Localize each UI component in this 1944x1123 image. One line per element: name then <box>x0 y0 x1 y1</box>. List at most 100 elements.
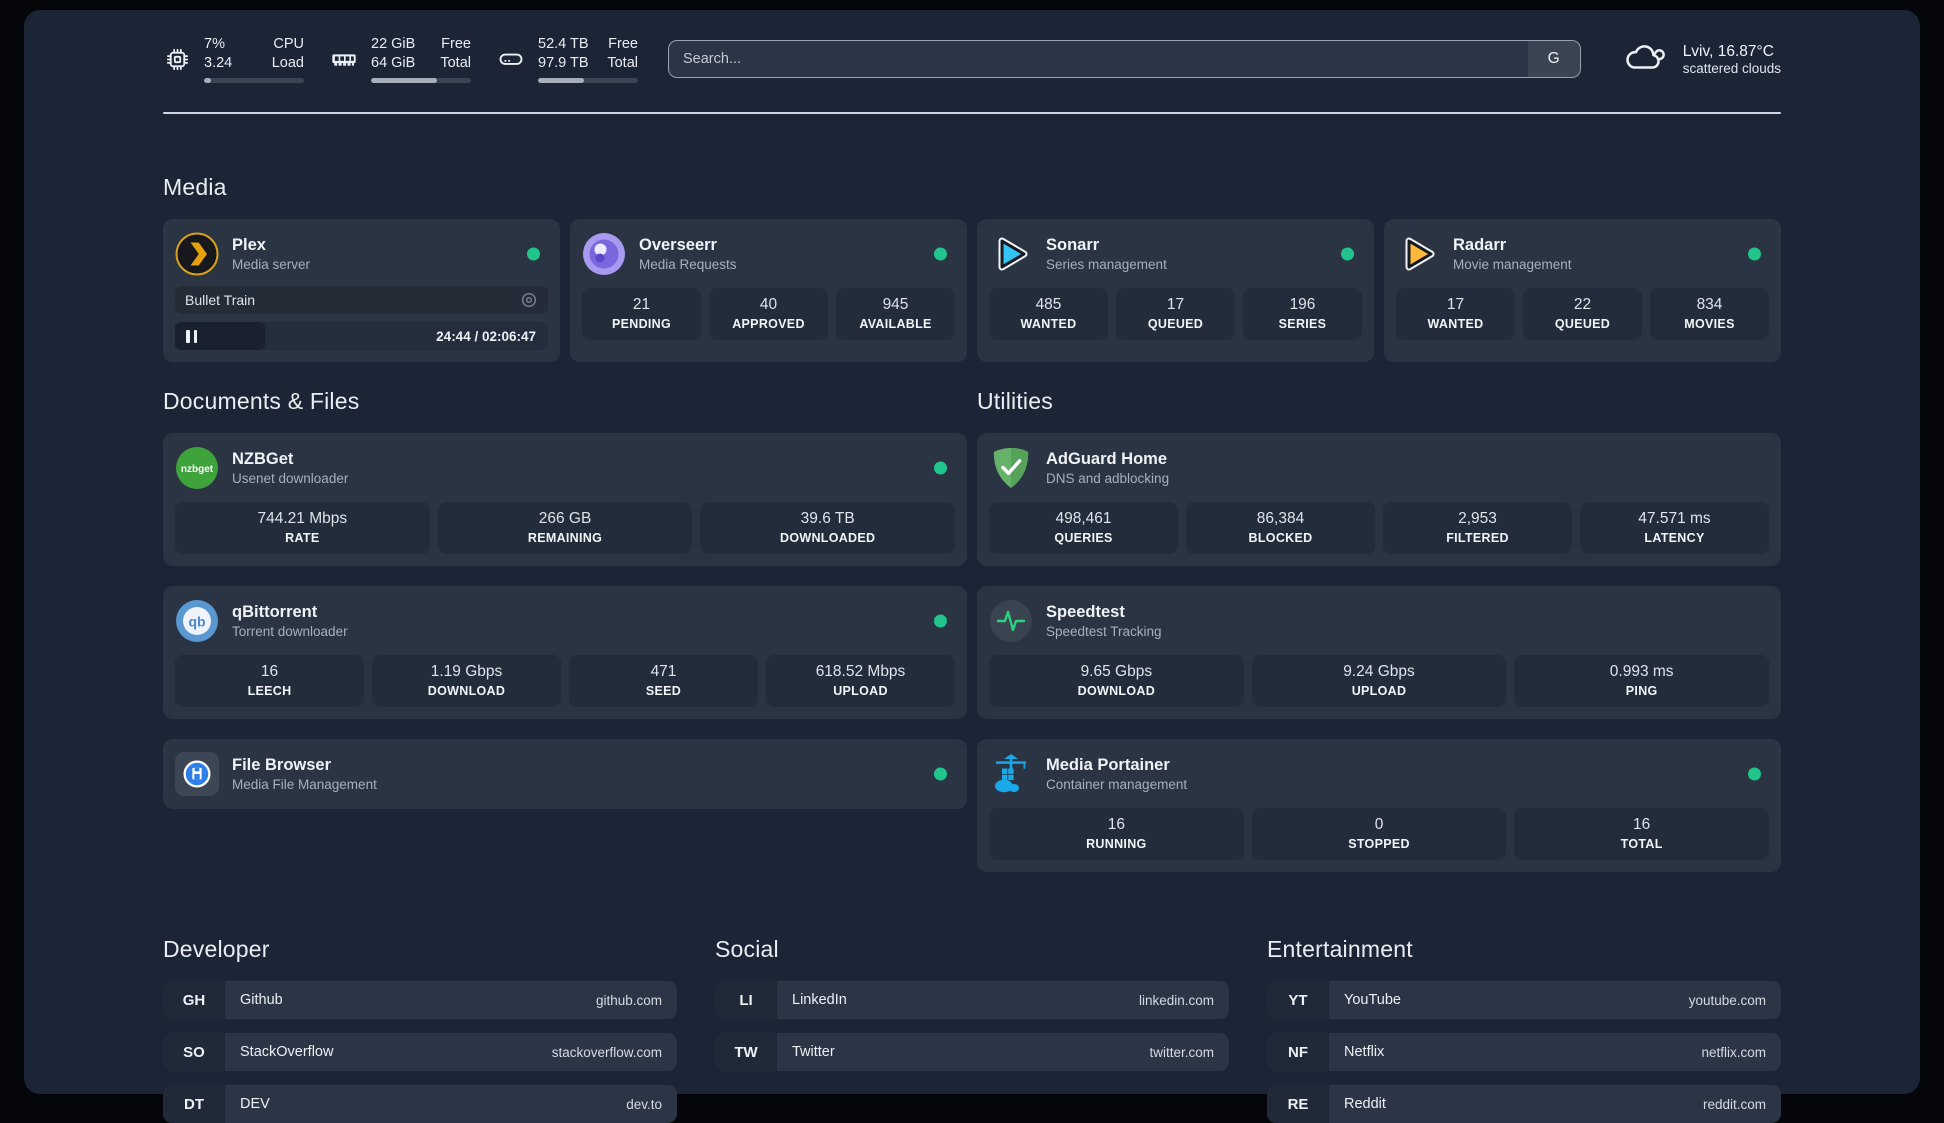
cpu-load: 3.24 <box>204 54 232 73</box>
bookmark-name: YouTube <box>1344 992 1401 1008</box>
section-social: Social LI LinkedIn linkedin.com TW Tw <box>715 936 1229 1123</box>
section-utilities: Utilities AdGuard Home DNS and adblockin… <box>977 388 1781 872</box>
stat-tile: 618.52 Mbps UPLOAD <box>766 655 955 707</box>
bookmark-link[interactable]: TW Twitter twitter.com <box>715 1033 1229 1071</box>
stat-value: 22 <box>1527 296 1638 314</box>
stat-tile: 40 APPROVED <box>709 288 828 340</box>
stat-tile: 16 RUNNING <box>989 808 1244 860</box>
bookmark-name: DEV <box>240 1096 270 1112</box>
stat-tile: 47.571 ms LATENCY <box>1580 502 1769 554</box>
service-card-adguard[interactable]: AdGuard Home DNS and adblocking 498,461 … <box>977 433 1781 566</box>
service-card-speedtest[interactable]: Speedtest Speedtest Tracking 9.65 Gbps D… <box>977 586 1781 719</box>
service-card-nzbget[interactable]: nzbget NZBGet Usenet downloader 744.21 M… <box>163 433 967 566</box>
stat-label: SEED <box>573 684 754 698</box>
section-title-developer: Developer <box>163 936 677 963</box>
stat-tile: 0 STOPPED <box>1252 808 1507 860</box>
playback-time: 24:44 / 02:06:47 <box>436 329 548 344</box>
bookmark-name: Twitter <box>792 1044 835 1060</box>
status-dot <box>934 248 947 261</box>
stat-label: WANTED <box>993 317 1104 331</box>
status-dot <box>934 768 947 781</box>
service-title: Overseerr <box>639 235 737 256</box>
search-input[interactable] <box>669 41 1528 77</box>
service-card-filebrowser[interactable]: File Browser Media File Management <box>163 739 967 809</box>
pause-button[interactable] <box>186 330 197 343</box>
section-media: Media Plex Media server Bullet Train <box>163 174 1781 362</box>
stat-value: 9.65 Gbps <box>993 663 1240 681</box>
service-card-sonarr[interactable]: Sonarr Series management 485 WANTED 17 <box>977 219 1374 362</box>
session-view-icon[interactable] <box>520 291 538 309</box>
stat-value: 40 <box>713 296 824 314</box>
stat-value: 9.24 Gbps <box>1256 663 1503 681</box>
plex-icon <box>175 232 219 276</box>
service-subtitle: Media Requests <box>639 256 737 274</box>
bookmark-link[interactable]: LI LinkedIn linkedin.com <box>715 981 1229 1019</box>
bookmark-link[interactable]: GH Github github.com <box>163 981 677 1019</box>
bookmark-abbr: YT <box>1267 981 1329 1019</box>
stat-value: 39.6 TB <box>704 510 951 528</box>
stat-value: 16 <box>179 663 360 681</box>
service-card-plex[interactable]: Plex Media server Bullet Train 24:44 / 0… <box>163 219 560 362</box>
bookmark-url: github.com <box>596 993 662 1008</box>
service-card-qbittorrent[interactable]: qb qBittorrent Torrent downloader 16 LEE… <box>163 586 967 719</box>
stat-tile: 196 SERIES <box>1243 288 1362 340</box>
stat-label: QUEUED <box>1120 317 1231 331</box>
bookmark-link[interactable]: DT DEV dev.to <box>163 1085 677 1123</box>
stat-label: UPLOAD <box>1256 684 1503 698</box>
section-title-documents: Documents & Files <box>163 388 967 415</box>
stat-label: LATENCY <box>1584 531 1765 545</box>
section-title-media: Media <box>163 174 1781 201</box>
stat-tile: 744.21 Mbps RATE <box>175 502 430 554</box>
stat-label: DOWNLOAD <box>376 684 557 698</box>
stat-tile: 86,384 BLOCKED <box>1186 502 1375 554</box>
stat-label: DOWNLOADED <box>704 531 951 545</box>
stat-label: MOVIES <box>1654 317 1765 331</box>
stats-row: 16 LEECH 1.19 Gbps DOWNLOAD 471 SE <box>175 655 955 707</box>
stat-value: 471 <box>573 663 754 681</box>
section-documents: Documents & Files nzbget NZBGet Usenet d… <box>163 388 967 872</box>
service-card-radarr[interactable]: Radarr Movie management 17 WANTED 22 QU <box>1384 219 1781 362</box>
sonarr-icon <box>989 232 1033 276</box>
stats-row: 21 PENDING 40 APPROVED 945 AVAILABLE <box>582 288 955 340</box>
search-bar: G <box>668 40 1581 78</box>
stat-value: 47.571 ms <box>1584 510 1765 528</box>
status-dot <box>934 615 947 628</box>
service-subtitle: Movie management <box>1453 256 1572 274</box>
service-title: qBittorrent <box>232 602 348 623</box>
now-playing-row: Bullet Train <box>175 286 548 314</box>
stat-label: RATE <box>179 531 426 545</box>
stat-value: 16 <box>1518 816 1765 834</box>
stat-value: 17 <box>1400 296 1511 314</box>
bookmark-link[interactable]: SO StackOverflow stackoverflow.com <box>163 1033 677 1071</box>
storage-progress <box>538 78 638 83</box>
service-subtitle: Usenet downloader <box>232 470 348 488</box>
bookmark-link[interactable]: RE Reddit reddit.com <box>1267 1085 1781 1123</box>
stat-label: LEECH <box>179 684 360 698</box>
bookmark-name: StackOverflow <box>240 1044 333 1060</box>
bookmark-link[interactable]: NF Netflix netflix.com <box>1267 1033 1781 1071</box>
status-dot <box>1748 248 1761 261</box>
cpu-usage: 7% <box>204 35 232 54</box>
bookmark-url: netflix.com <box>1701 1045 1766 1060</box>
stat-label: REMAINING <box>442 531 689 545</box>
stat-value: 16 <box>993 816 1240 834</box>
memory-free: 22 GiB <box>371 35 415 54</box>
header-divider <box>163 112 1781 114</box>
stat-value: 86,384 <box>1190 510 1371 528</box>
service-card-portainer[interactable]: Media Portainer Container management 16 … <box>977 739 1781 872</box>
bookmark-link[interactable]: YT YouTube youtube.com <box>1267 981 1781 1019</box>
radarr-icon <box>1396 232 1440 276</box>
service-card-overseerr[interactable]: Overseerr Media Requests 21 PENDING 40 <box>570 219 967 362</box>
status-dot <box>1748 768 1761 781</box>
stat-tile: 945 AVAILABLE <box>836 288 955 340</box>
stat-tile: 485 WANTED <box>989 288 1108 340</box>
storage-total-label: Total <box>607 54 638 73</box>
stat-tile: 9.24 Gbps UPLOAD <box>1252 655 1507 707</box>
search-engine-button[interactable]: G <box>1528 41 1580 77</box>
stat-tile: 16 TOTAL <box>1514 808 1769 860</box>
bookmark-abbr: NF <box>1267 1033 1329 1071</box>
stat-label: STOPPED <box>1256 837 1503 851</box>
playback-progress-bar[interactable]: 24:44 / 02:06:47 <box>175 322 548 350</box>
cpu-icon <box>163 45 191 73</box>
